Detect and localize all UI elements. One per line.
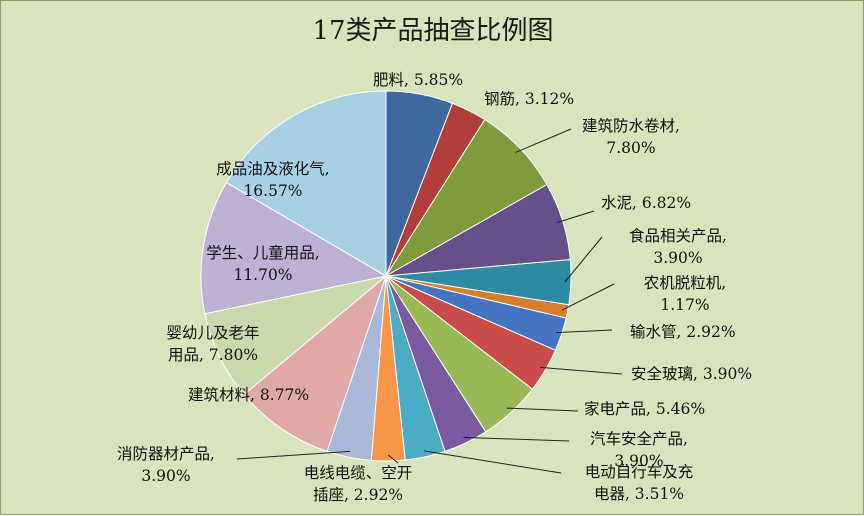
data-label-8: 安全玻璃, 3.90% (631, 365, 752, 383)
leader-line-11 (424, 450, 562, 474)
data-label-9: 家电产品, 5.46% (584, 400, 705, 418)
data-label-17: 成品油及液化气, 16.57% (216, 160, 329, 200)
leader-line-6 (561, 283, 615, 311)
leader-line-10 (463, 436, 570, 442)
pie-slice-14 (243, 274, 388, 452)
leader-line-3 (515, 128, 572, 153)
data-label-14: 建筑材料, 8.77% (188, 386, 309, 404)
leader-line-4 (556, 210, 595, 224)
data-label-2: 钢筋, 3.12% (484, 90, 574, 108)
leader-line-9 (506, 407, 579, 412)
leader-line-5 (564, 236, 603, 283)
chart-title: 17类产品抽查比例图 (312, 16, 553, 46)
leader-lines (236, 128, 623, 474)
data-label-12: 电线电缆、空开插座, 2.92% (304, 464, 413, 504)
data-label-16: 学生、儿童用品, 11.70% (206, 243, 319, 284)
leader-line-13 (236, 450, 351, 460)
leader-line-12 (387, 454, 399, 464)
data-label-13: 消防器材产品, 3.90% (117, 445, 215, 485)
leader-line-8 (539, 366, 623, 375)
data-label-1: 肥料, 5.85% (373, 71, 463, 89)
pie-slice-16 (200, 181, 388, 315)
data-label-11: 电动自行车及充电器, 3.51% (585, 463, 694, 503)
pie-slices (200, 90, 572, 462)
data-label-10: 汽车安全产品, 3.90% (590, 430, 688, 470)
leader-line-7 (555, 329, 613, 334)
data-label-6: 农机脱粒机, 1.17% (644, 274, 726, 314)
data-label-15: 婴幼儿及老年用品, 7.80% (166, 324, 259, 364)
pie-slice-17 (225, 90, 387, 277)
data-label-7: 输水管, 2.92% (630, 323, 736, 341)
data-label-4: 水泥, 6.82% (601, 194, 691, 212)
data-label-3: 建筑防水卷材, 7.80% (582, 117, 680, 157)
data-label-5: 食品相关产品, 3.90% (629, 227, 727, 267)
data-labels: 肥料, 5.85% 钢筋, 3.12% 建筑防水卷材, 7.80% 水泥, 6.82% 食… (117, 71, 752, 504)
